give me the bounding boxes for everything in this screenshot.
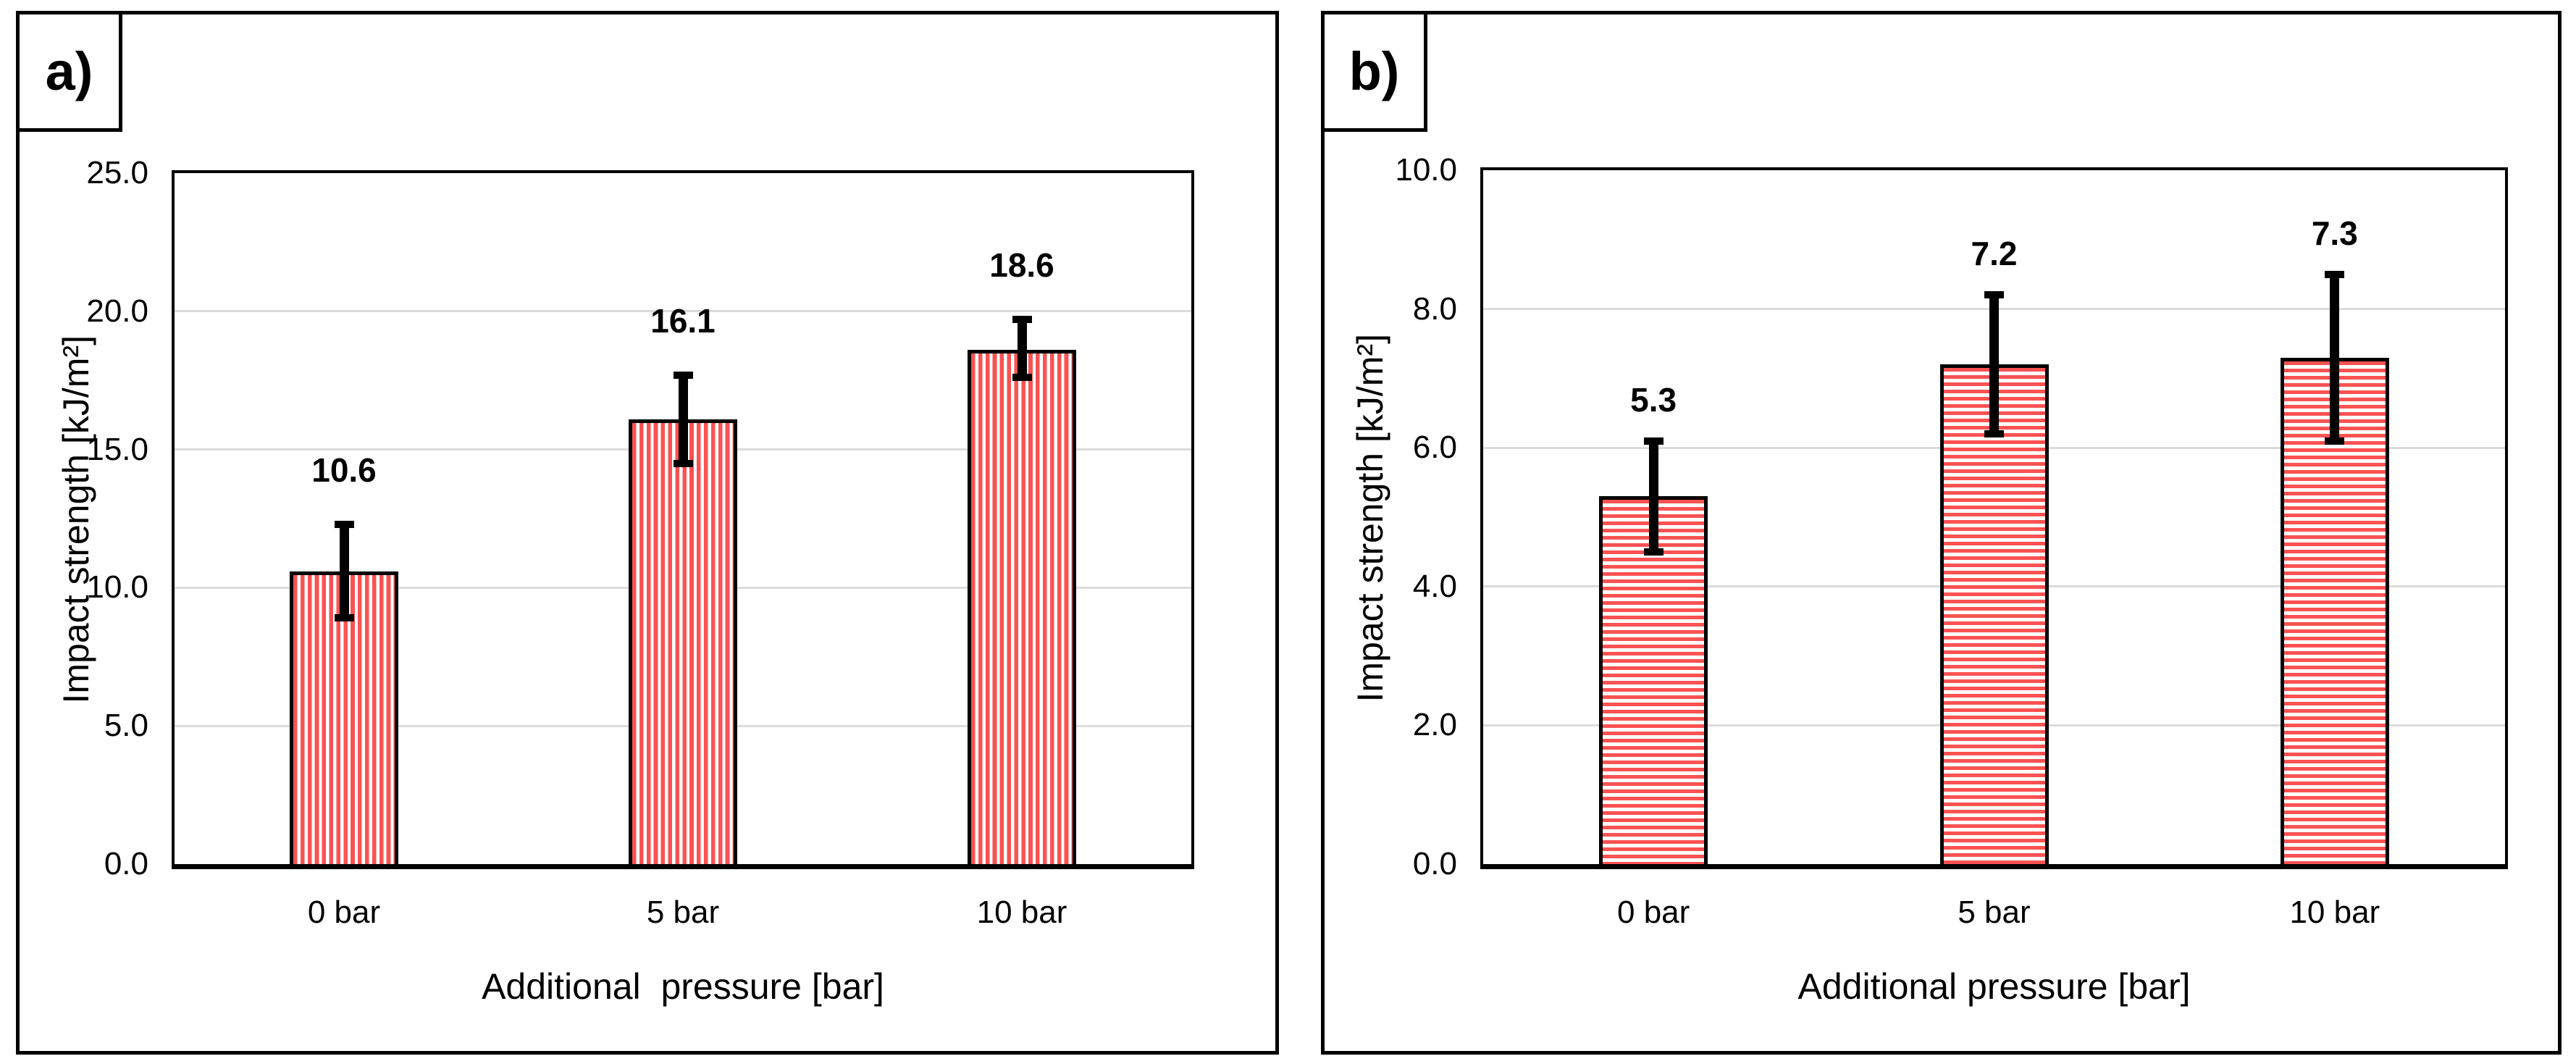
y-tick-label: 4.0 xyxy=(1412,568,1457,604)
error-bar-cap-bottom xyxy=(2325,437,2345,445)
bar xyxy=(968,350,1076,864)
panel-letter: b) xyxy=(1348,41,1400,101)
y-axis-title: Impact strength [kJ/m²] xyxy=(56,335,96,704)
y-tick-label: 0.0 xyxy=(1412,846,1457,881)
y-tick-label: 10.0 xyxy=(86,569,148,606)
y-axis-title-column: Impact strength [kJ/m²] xyxy=(1347,167,1393,869)
error-bar-cap-top xyxy=(1012,316,1032,324)
error-bar-line xyxy=(1017,319,1027,378)
error-bar-cap-top xyxy=(1984,291,2004,299)
bar-value-label: 18.6 xyxy=(989,246,1054,285)
error-bar-cap-bottom xyxy=(1643,548,1664,556)
plot-area: 5.3 7.2 7.3 xyxy=(1480,167,2508,869)
x-tick-label: 10 bar xyxy=(2289,895,2380,930)
x-tick-label: 5 bar xyxy=(646,895,720,930)
bar xyxy=(1939,364,2049,864)
y-tick-label: 0.0 xyxy=(104,846,148,881)
panel-b: b) Impact strength [kJ/m²] 5.3 7.2 7.3 Add… xyxy=(1321,11,2562,1055)
y-tick-label: 6.0 xyxy=(1412,430,1457,466)
y-tick-label: 5.0 xyxy=(104,708,148,744)
y-axis-title-column: Impact strength [kJ/m²] xyxy=(53,170,99,869)
error-bar-line xyxy=(678,374,688,464)
error-bar-line xyxy=(339,524,349,619)
bar-value-label: 5.3 xyxy=(1630,380,1677,419)
error-bar-cap-top xyxy=(334,520,354,528)
bar-value-label: 7.2 xyxy=(1971,235,2018,273)
x-axis-title: Additional pressure [bar] xyxy=(1797,966,2191,1007)
error-bar-cap-top xyxy=(1643,437,1664,445)
error-bar-cap-bottom xyxy=(673,459,693,467)
y-tick-label: 25.0 xyxy=(86,155,148,190)
panel-a: a) Impact strength [kJ/m²] 10.6 16.1 18.6 … xyxy=(16,11,1279,1055)
bar-value-label: 16.1 xyxy=(650,301,716,340)
x-axis-title-column: Additional pressure [bar] xyxy=(1480,965,2508,1008)
error-bar-line xyxy=(2330,274,2340,441)
bar xyxy=(1599,496,1708,864)
bar-value-label: 10.6 xyxy=(311,451,377,489)
x-axis-title-column: Additional pressure [bar] xyxy=(172,965,1194,1008)
error-bar-line xyxy=(1648,440,1658,552)
error-bar-cap-bottom xyxy=(334,614,354,622)
y-tick-label: 2.0 xyxy=(1412,707,1457,743)
y-tick-label: 8.0 xyxy=(1412,290,1457,327)
x-tick-label: 0 bar xyxy=(307,895,381,930)
gridline xyxy=(175,310,1191,313)
error-bar-cap-bottom xyxy=(1984,430,2004,438)
y-tick-label: 10.0 xyxy=(1395,152,1457,188)
x-tick-label: 5 bar xyxy=(1958,895,2031,930)
panel-letter-box: a) xyxy=(16,11,122,132)
y-axis-title: Impact strength [kJ/m²] xyxy=(1350,334,1390,703)
panel-letter-box: b) xyxy=(1321,11,1427,132)
y-tick-label: 20.0 xyxy=(86,293,148,329)
plot-area: 10.6 16.1 18.6 xyxy=(172,170,1194,869)
x-axis-title: Additional pressure [bar] xyxy=(482,966,884,1007)
panel-letter: a) xyxy=(45,41,93,101)
error-bar-cap-top xyxy=(2325,270,2345,278)
bar xyxy=(629,419,737,864)
x-tick-label: 10 bar xyxy=(976,895,1067,930)
error-bar-line xyxy=(1989,295,1999,435)
x-tick-label: 0 bar xyxy=(1617,895,1690,930)
error-bar-cap-bottom xyxy=(1012,374,1032,382)
bar-value-label: 7.3 xyxy=(2311,214,2358,252)
error-bar-cap-top xyxy=(673,371,693,379)
y-tick-label: 15.0 xyxy=(86,431,148,467)
